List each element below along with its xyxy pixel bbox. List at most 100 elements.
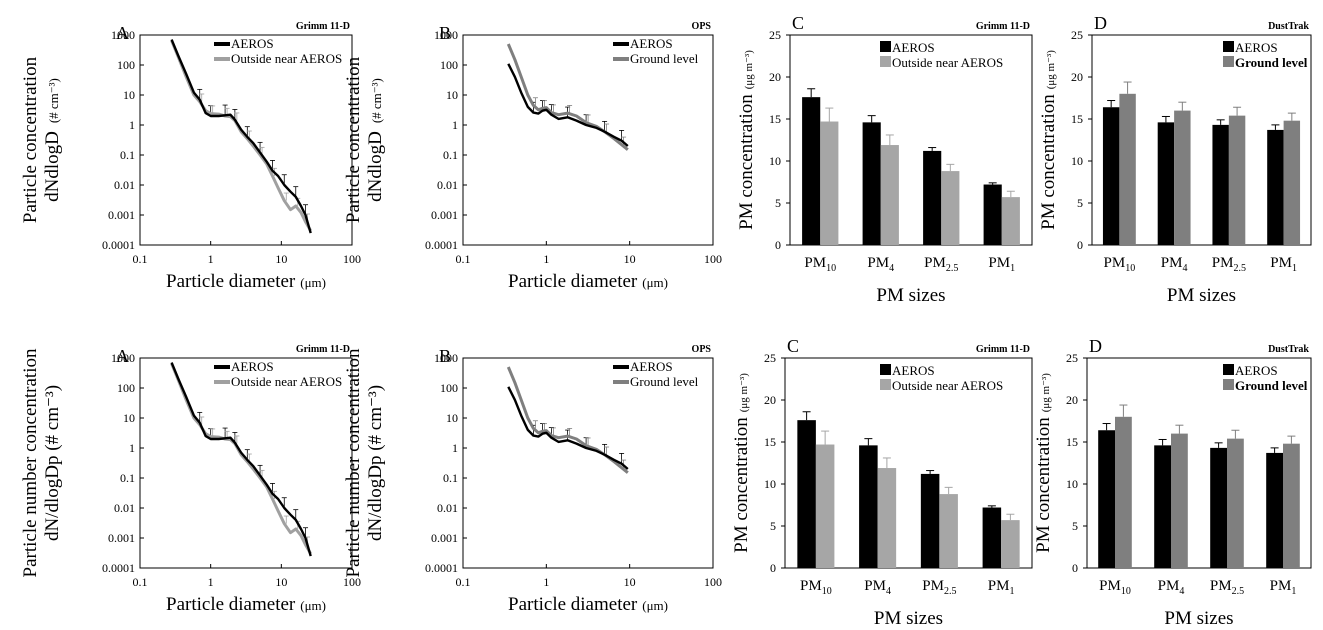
y-axis-label-main: PM concentration bbox=[736, 94, 757, 230]
bar-0-2 bbox=[923, 150, 942, 245]
x-tick-label: 0.1 bbox=[133, 252, 148, 266]
bar-1-1 bbox=[1171, 433, 1188, 568]
y-tick-label: 1 bbox=[129, 441, 135, 455]
y-axis-label-line-2: dN/dlogDp (# cm⁻³) bbox=[365, 385, 386, 541]
y-axis-label-text: PM concentration (μg m⁻³) bbox=[1033, 373, 1054, 553]
y-axis-label-line-2-text: dNdlogD bbox=[365, 131, 386, 202]
x-axis-label: Particle diameter (μm) bbox=[166, 594, 326, 615]
y-tick-label: 0 bbox=[1072, 561, 1078, 575]
category-label: PM1 bbox=[988, 255, 1015, 274]
category-label: PM4 bbox=[1158, 578, 1185, 597]
panel-letter: D bbox=[1094, 13, 1107, 33]
bar-0-2 bbox=[920, 473, 940, 568]
bar-0-3 bbox=[1266, 452, 1283, 568]
x-tick-label: 10 bbox=[624, 252, 636, 266]
legend-swatch-0 bbox=[880, 41, 891, 52]
y-tick-label: 1000 bbox=[434, 28, 458, 42]
legend-label-0: AEROS bbox=[231, 359, 274, 374]
bar-1-1 bbox=[1174, 110, 1191, 245]
y-tick-label: 10 bbox=[1066, 477, 1078, 491]
plot-frame bbox=[784, 357, 1033, 569]
category-label-base: PM bbox=[1158, 578, 1180, 594]
y-axis-label-line-2-text: dN/dlogDp (# cm⁻³) bbox=[365, 385, 386, 541]
y-axis-label-line-1: Particle number concentration bbox=[20, 348, 41, 577]
x-axis-label-text: Particle diameter bbox=[166, 271, 296, 292]
bar-1-3 bbox=[1001, 520, 1020, 568]
panel-letter: A bbox=[116, 23, 129, 43]
series-line-0 bbox=[507, 386, 629, 470]
legend-label-0: AEROS bbox=[231, 36, 274, 51]
y-tick-label: 100 bbox=[440, 58, 458, 72]
y-axis-label-line-2-text: dN/dlogDp (# cm⁻³) bbox=[42, 385, 63, 541]
y-axis-label-text: PM concentration (μg m⁻³) bbox=[731, 373, 752, 553]
y-tick-label: 0.0001 bbox=[102, 238, 135, 252]
category-label-sub: 2.5 bbox=[944, 586, 957, 597]
category-label: PM1 bbox=[988, 578, 1015, 597]
bar-1-1 bbox=[877, 468, 897, 568]
y-tick-label: 0.1 bbox=[443, 148, 458, 162]
bar-1-2 bbox=[941, 171, 960, 245]
legend-label-1: Outside near AEROS bbox=[231, 51, 342, 66]
legend-label-1: Ground level bbox=[630, 374, 699, 389]
y-axis-label: PM concentration (μg m⁻³) bbox=[1033, 373, 1054, 553]
y-tick-label: 5 bbox=[1077, 196, 1083, 210]
y-axis-label-line-2-text: dNdlogD bbox=[42, 131, 63, 202]
x-tick-label: 0.1 bbox=[456, 252, 471, 266]
y-tick-label: 0.01 bbox=[437, 501, 458, 515]
category-label: PM2.5 bbox=[1210, 578, 1244, 597]
legend-label-1: Ground level bbox=[630, 51, 699, 66]
x-axis-label: PM sizes bbox=[876, 285, 945, 306]
x-tick-label: 10 bbox=[275, 575, 287, 589]
y-tick-label: 5 bbox=[1072, 519, 1078, 533]
bar-1-0 bbox=[1119, 93, 1136, 245]
y-axis-label-line-2: dNdlogD (# cm⁻³) bbox=[42, 78, 63, 202]
series-line-1 bbox=[170, 40, 312, 232]
series-line-1 bbox=[170, 363, 312, 555]
panel-letter: B bbox=[439, 346, 451, 366]
bar-0-0 bbox=[1098, 430, 1115, 568]
bar-1-2 bbox=[1227, 438, 1244, 568]
chart-panel-b-1: 0.0001 0.001 0.01 0.1 1 10 100 1000 0.1 1 10 100 AER… bbox=[343, 21, 722, 292]
x-tick-label: 1 bbox=[543, 575, 549, 589]
bar-1-3 bbox=[1283, 443, 1300, 568]
bar-0-3 bbox=[1267, 129, 1284, 245]
y-axis-label: Particle concentration dNdlogD (# cm⁻³) bbox=[343, 56, 386, 223]
y-tick-label: 20 bbox=[769, 70, 781, 84]
bar-0-1 bbox=[859, 445, 878, 568]
y-tick-label: 10 bbox=[123, 88, 135, 102]
y-tick-label: 20 bbox=[1066, 393, 1078, 407]
y-axis-label: Particle number concentration dN/dlogDp (… bbox=[20, 348, 63, 577]
category-label-base: PM bbox=[864, 578, 886, 594]
category-label: PM2.5 bbox=[924, 255, 958, 274]
y-axis-label: PM concentration (μg m⁻³) bbox=[1038, 50, 1059, 230]
x-tick-label: 1 bbox=[208, 252, 214, 266]
legend-label-0: AEROS bbox=[892, 40, 935, 55]
legend-label-1: Outside near AEROS bbox=[892, 378, 1003, 393]
y-tick-label: 15 bbox=[1071, 112, 1083, 126]
y-tick-label: 0.01 bbox=[114, 178, 135, 192]
legend-swatch-1 bbox=[880, 56, 891, 67]
category-label: PM1 bbox=[1270, 578, 1297, 597]
y-tick-label: 15 bbox=[1066, 435, 1078, 449]
y-axis-label-line-1: Particle number concentration bbox=[343, 348, 364, 577]
y-tick-label: 15 bbox=[769, 112, 781, 126]
y-axis-label-main: PM concentration bbox=[1033, 417, 1054, 553]
legend-label-0: AEROS bbox=[630, 359, 673, 374]
x-tick-label: 0.1 bbox=[133, 575, 148, 589]
panel-letter: C bbox=[787, 336, 799, 356]
category-label-base: PM bbox=[988, 578, 1010, 594]
bar-0-2 bbox=[1210, 447, 1227, 568]
y-tick-label: 100 bbox=[117, 381, 135, 395]
y-tick-label: 25 bbox=[1066, 351, 1078, 365]
y-tick-label: 0.1 bbox=[120, 148, 135, 162]
plot-frame bbox=[789, 34, 1033, 246]
bar-1-3 bbox=[1283, 120, 1301, 245]
legend-swatch-1 bbox=[880, 379, 891, 390]
y-axis-label-unit: (μg m⁻³) bbox=[1040, 373, 1052, 412]
category-label-sub: 1 bbox=[1009, 586, 1014, 597]
category-label-sub: 10 bbox=[822, 586, 832, 597]
y-tick-label: 0 bbox=[770, 561, 776, 575]
panel-letter: B bbox=[439, 23, 451, 43]
